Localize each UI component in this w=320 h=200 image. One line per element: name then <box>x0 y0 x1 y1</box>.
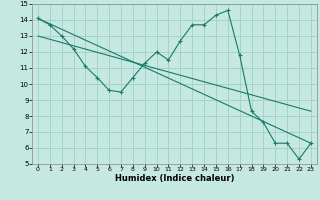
X-axis label: Humidex (Indice chaleur): Humidex (Indice chaleur) <box>115 174 234 183</box>
